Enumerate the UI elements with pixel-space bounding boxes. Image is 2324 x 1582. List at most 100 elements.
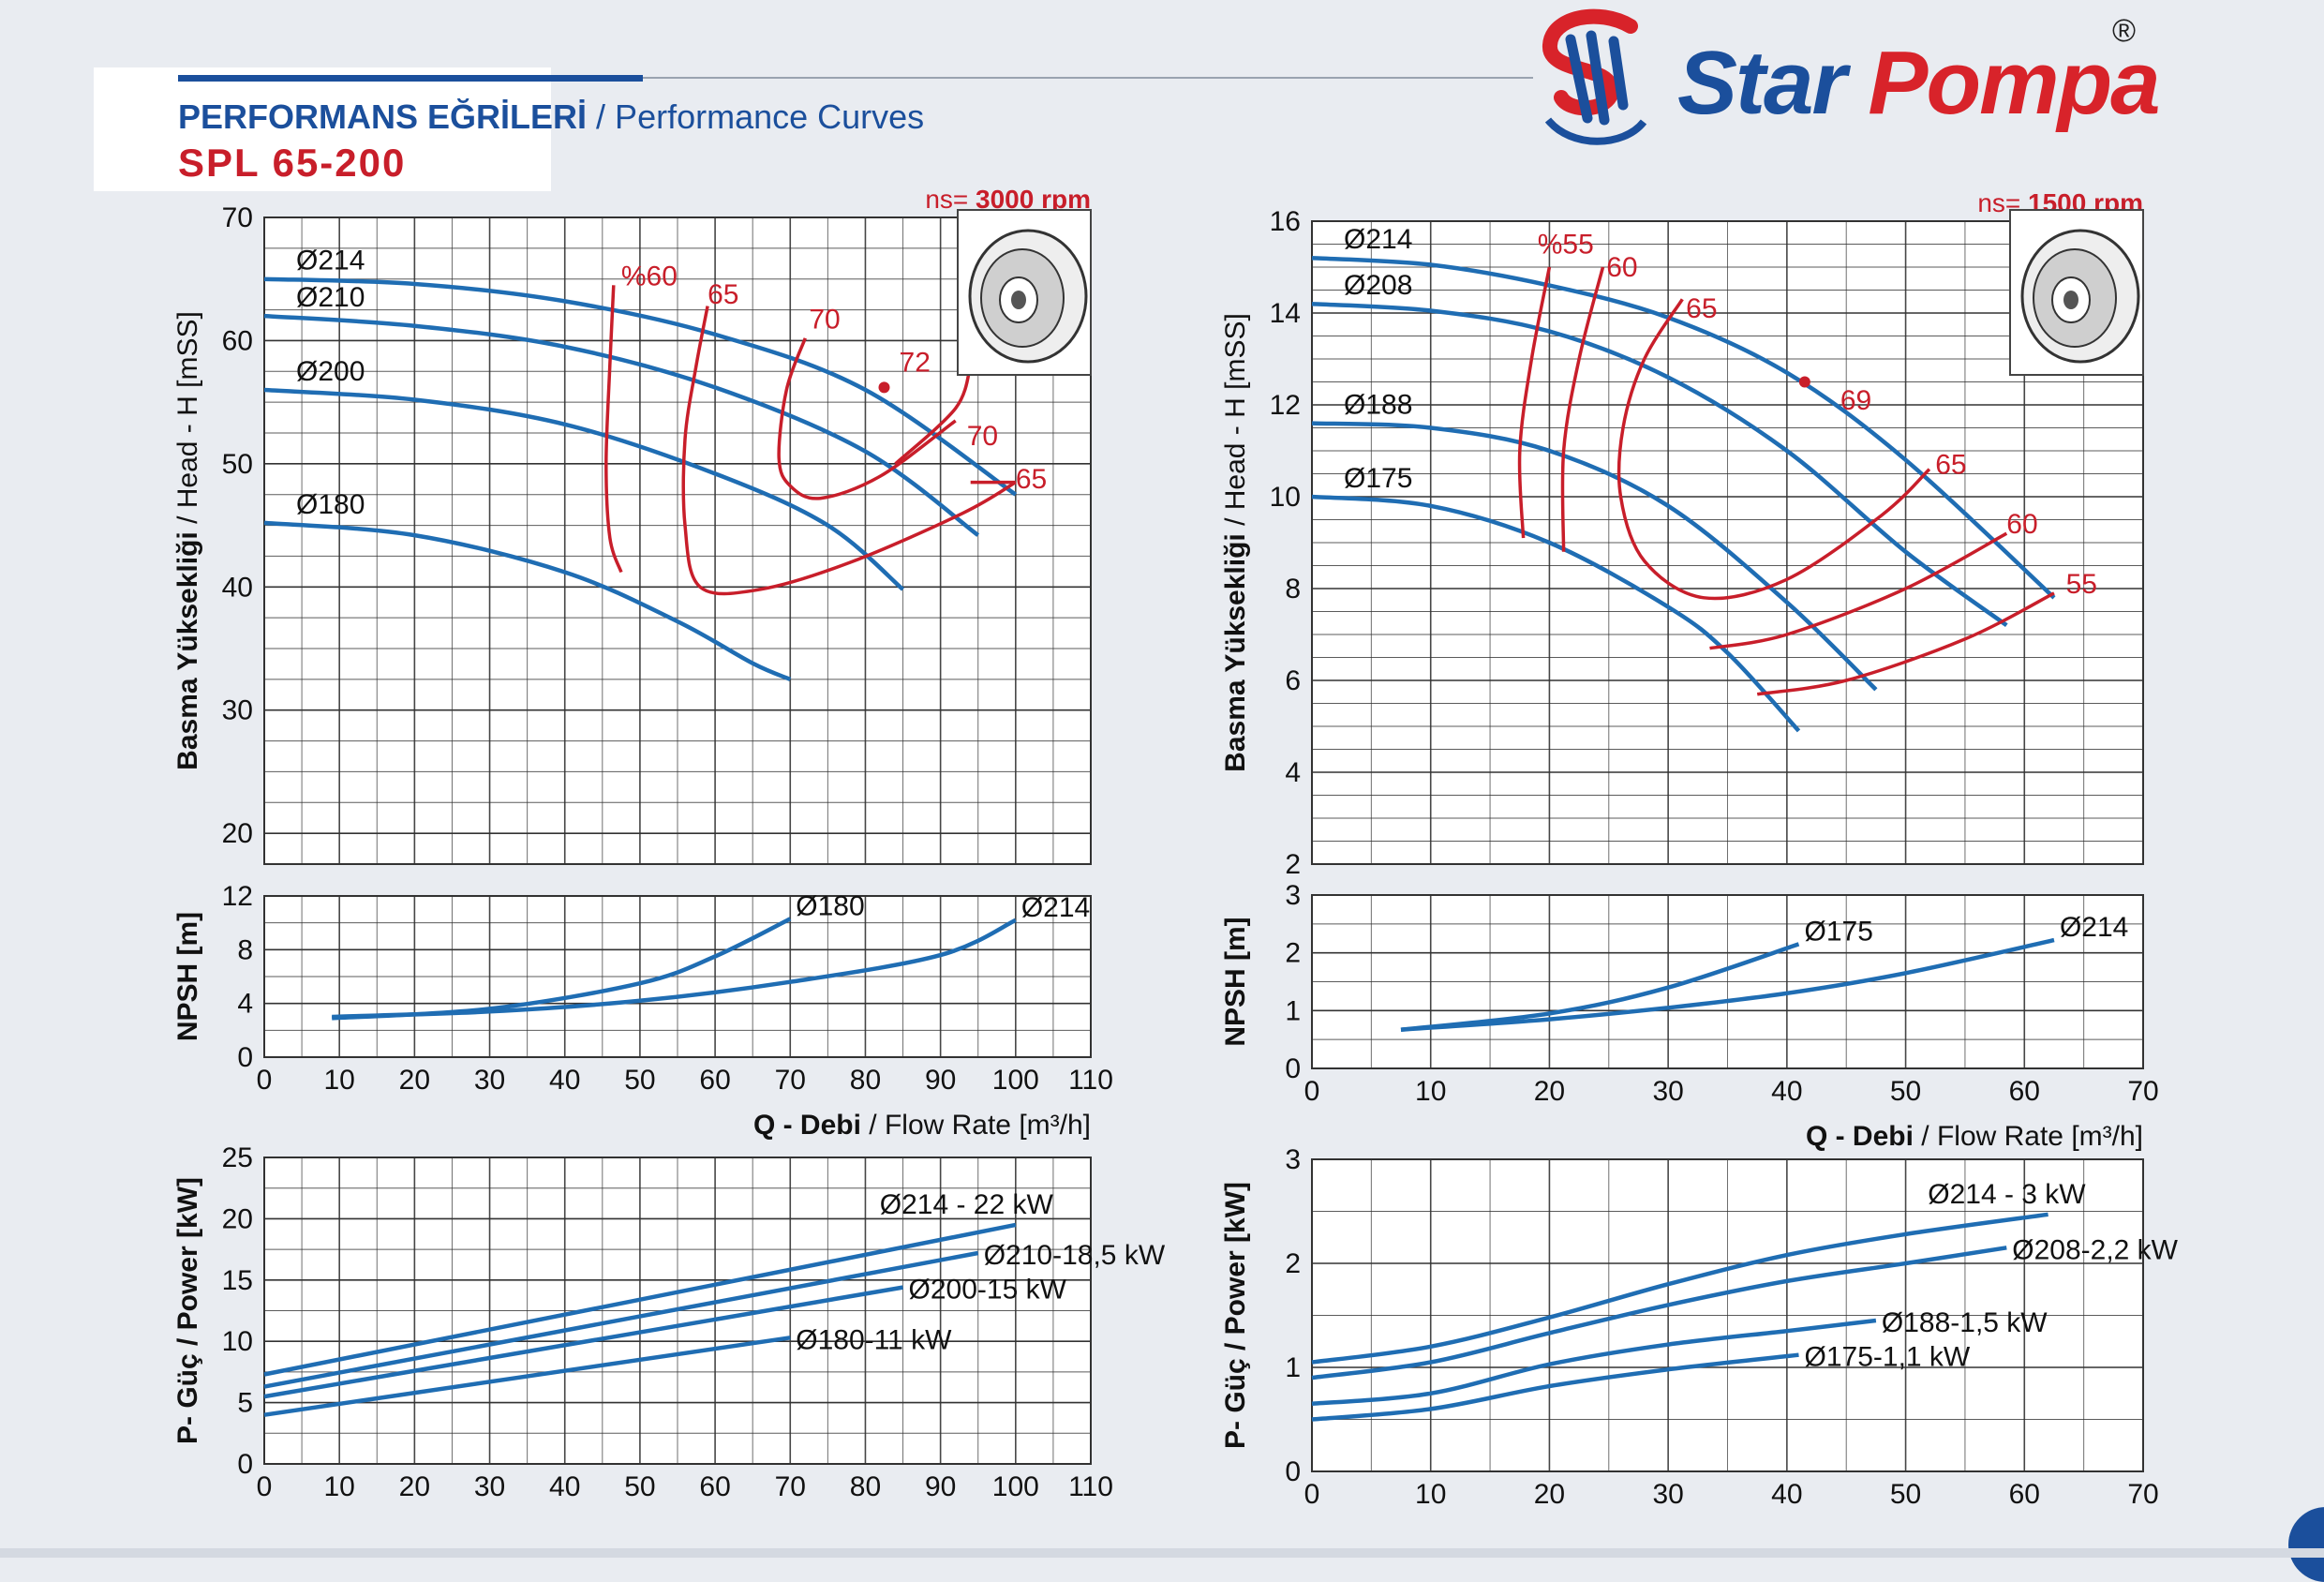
x-tick-label: 70 [775, 1065, 806, 1096]
head-curve-label: Ø214 [296, 246, 365, 276]
x-tick-label: 50 [624, 1471, 655, 1502]
npsh-y-tick-label: 0 [1285, 1053, 1301, 1084]
x-tick-label: 40 [1771, 1479, 1802, 1510]
power-y-tick-label: 0 [237, 1449, 253, 1480]
npsh-y-tick-label: 2 [1285, 938, 1301, 969]
page-title-tr: PERFORMANS EĞRİLERİ [178, 97, 588, 136]
power-axis-label: P- Güç / Power [kW] [172, 1177, 203, 1444]
x-tick-label: 50 [624, 1065, 655, 1096]
power-curve-label: Ø214 - 22 kW [880, 1189, 1054, 1220]
right-chart-group: 246810121416Ø214Ø208Ø188Ø175%55606569656… [1220, 188, 2179, 1510]
power-curve-line [1311, 1352, 1799, 1422]
header-box [94, 67, 551, 191]
x-tick-label: 50 [1890, 1479, 1921, 1510]
head-axis-label-rest: / Head - H [mSS] [172, 311, 203, 531]
flow-axis-label: Q - Debi / Flow Rate [m³/h] [1806, 1121, 2143, 1152]
page-title-en: / Performance Curves [596, 97, 925, 136]
registered-mark: ® [2112, 13, 2137, 49]
head-curve-label: Ø175 [1344, 463, 1412, 494]
head-axis-label: Basma Yüksekliği / Head - H [mSS] [172, 311, 203, 770]
x-tick-label: 40 [1771, 1076, 1802, 1107]
x-tick-label: 0 [1304, 1479, 1320, 1510]
efficiency-label: 65 [1935, 450, 1966, 481]
head-y-tick-label: 4 [1285, 757, 1301, 788]
power-curve-label: Ø210-18,5 kW [984, 1240, 1166, 1271]
head-curve-line [263, 276, 1018, 497]
header-accent-bar [178, 75, 643, 82]
head-curve-line [263, 387, 904, 591]
head-curve-label: Ø200 [296, 356, 365, 387]
head-curve-line [1311, 301, 2008, 628]
npsh-axis-label: NPSH [m] [1220, 917, 1251, 1046]
x-tick-label: 10 [1415, 1479, 1446, 1510]
head-curve-line [263, 520, 792, 681]
best-efficiency-point [1798, 376, 1810, 388]
x-tick-label: 80 [850, 1065, 881, 1096]
flow-axis-label: Q - Debi / Flow Rate [m³/h] [753, 1110, 1091, 1141]
model-name: SPL 65-200 [178, 141, 407, 185]
left-head-panel: 20 30 40 50 60 70 Ø214 Ø210 Ø200 Ø180 %60 65 70 72 70 6… [172, 185, 1092, 865]
x-tick-label: 20 [1534, 1479, 1565, 1510]
efficiency-label: 65 [708, 279, 738, 310]
impeller-drawing-icon [957, 209, 1092, 376]
x-tick-label: 70 [2127, 1076, 2158, 1107]
star-pompa-logo-icon [1542, 8, 1647, 145]
left-power-panel: 0 5 10 15 20 25 Ø214 - 22 kW Ø210-18,5 kW Ø200-1… [172, 1142, 1166, 1502]
x-tick-label: 110 [1068, 1065, 1113, 1096]
x-tick-label: 60 [699, 1471, 730, 1502]
head-y-tick-label: 8 [1285, 574, 1301, 604]
impeller-shaft [2063, 291, 2078, 309]
head-curve-label: Ø188 [1344, 390, 1412, 421]
x-tick-label: 90 [925, 1471, 956, 1502]
head-y-tick-label: 6 [1285, 665, 1301, 696]
rpm-label: ns= 3000 rpm [925, 185, 1091, 214]
efficiency-curve-line [1756, 591, 2055, 696]
impeller-shaft [1011, 291, 1026, 309]
rpm-label-prefix: ns= [925, 185, 976, 214]
x-tick-label: 40 [549, 1471, 580, 1502]
head-curve-label: Ø180 [296, 489, 365, 520]
left-npsh-panel: 0 4 8 12 Ø180 Ø214 NPSH [m] 0 10 20 30 40 50 60 70 80 90… [172, 881, 1113, 1141]
x-tick-label: 80 [850, 1471, 881, 1502]
x-tick-label: 100 [992, 1065, 1039, 1096]
x-tick-label: 20 [399, 1471, 430, 1502]
right-head-panel: 2 4 6 8 10 12 14 16 Ø214 Ø208 Ø188 Ø175 %55 60 65 69 65 6… [1220, 188, 2144, 880]
power-y-tick-label: 3 [1285, 1144, 1301, 1175]
x-tick-label: 50 [1890, 1076, 1921, 1107]
npsh-y-tick-label: 3 [1285, 880, 1301, 911]
x-tick-label: 0 [257, 1065, 273, 1096]
impeller-drawing-icon [2009, 209, 2144, 376]
x-tick-label: 30 [1652, 1479, 1683, 1510]
npsh-y-tick-label: 8 [237, 934, 253, 965]
power-curve-line [263, 1285, 903, 1399]
x-tick-label: 100 [992, 1471, 1039, 1502]
power-curve-line [1311, 1246, 2007, 1381]
x-tick-label: 30 [474, 1065, 505, 1096]
npsh-curve-line [332, 918, 1017, 1020]
head-curve-line [1311, 255, 2056, 600]
power-curve-line [1311, 1212, 2048, 1365]
efficiency-label: %55 [1538, 229, 1594, 260]
power-axis-label: P- Güç / Power [kW] [1220, 1182, 1251, 1449]
npsh-y-tick-label: 12 [222, 881, 253, 912]
head-y-tick-label: 20 [222, 818, 253, 849]
brand-name: Star Pompa [1677, 32, 2160, 135]
head-axis-label: Basma Yüksekliği / Head - H [mSS] [1220, 313, 1251, 772]
efficiency-curve-line [894, 365, 973, 466]
x-tick-label: 20 [1534, 1076, 1565, 1107]
efficiency-curve-line [777, 337, 957, 500]
head-curve-label: Ø208 [1344, 270, 1412, 301]
x-tick-label: 10 [323, 1065, 354, 1096]
x-tick-label: 10 [1415, 1076, 1446, 1107]
efficiency-label: 65 [1686, 293, 1717, 324]
head-axis-label-rest: / Head - H [mSS] [1220, 313, 1251, 533]
x-tick-label: 60 [2009, 1479, 2040, 1510]
head-curve-line [263, 313, 980, 537]
x-tick-label: 110 [1068, 1471, 1113, 1502]
flow-axis-label-bold: Q - Debi [1806, 1121, 1921, 1152]
power-y-tick-label: 25 [222, 1142, 253, 1173]
head-y-tick-label: 40 [222, 572, 253, 603]
head-y-tick-label: 50 [222, 449, 253, 480]
